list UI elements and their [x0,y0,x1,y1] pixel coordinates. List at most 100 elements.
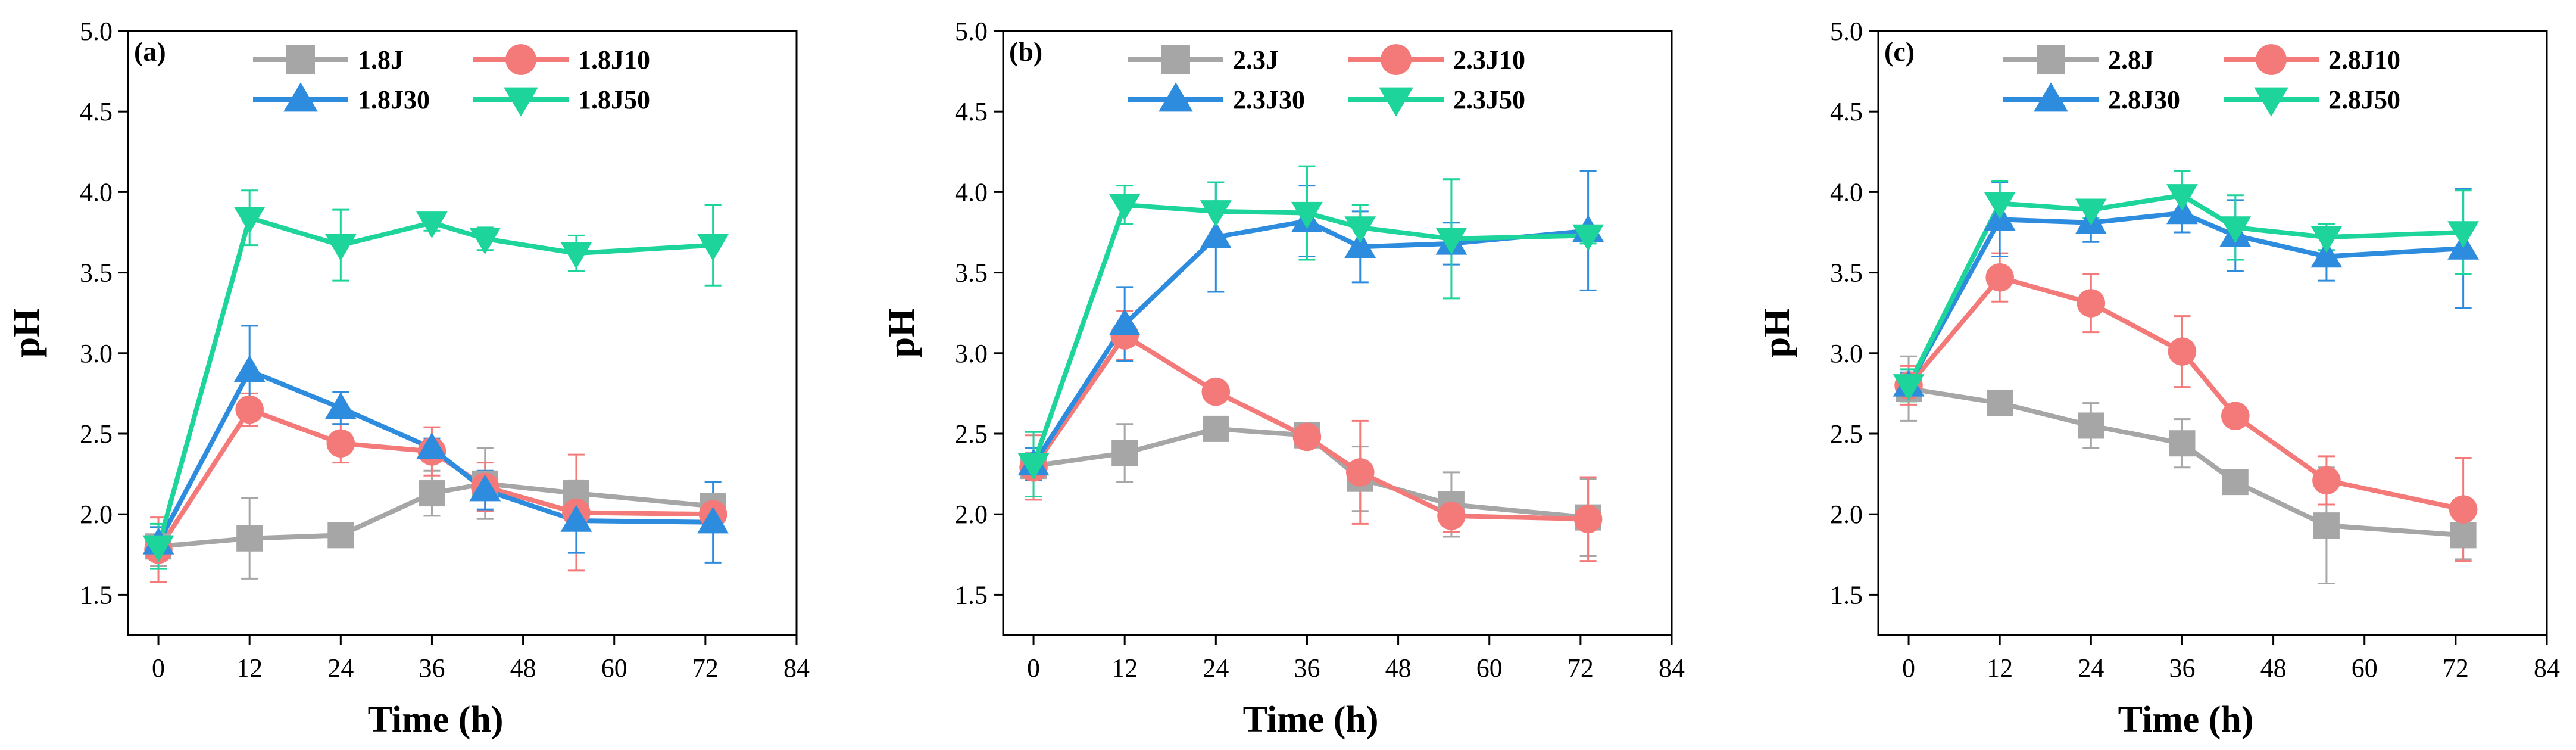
legend-marker [2254,87,2288,117]
y-tick-label: 3.5 [1830,259,1863,288]
y-tick-label: 3.5 [80,259,113,288]
x-tick-label: 24 [1203,653,1229,683]
legend-label: 2.3J10 [1453,45,1525,74]
legend-label: 2.8J50 [2328,85,2400,114]
data-point [2310,226,2343,253]
x-tick-label: 12 [236,653,263,683]
y-axis-title: pH [1757,309,1797,358]
data-point [2222,469,2249,496]
data-point [1200,221,1232,248]
x-tick-label: 72 [692,653,719,683]
data-point [1200,200,1232,228]
y-tick-label: 2.5 [1830,419,1863,449]
panel-label: (a) [134,36,166,67]
panel-c: pH Time (h) (c) 0 12 24 36 48 60 72 84 1… [1757,17,2560,740]
data-point [697,506,729,534]
data-point [416,432,448,460]
data-point [233,206,266,234]
legend-marker [505,44,536,75]
y-tick-label: 5.0 [955,17,988,46]
legend-marker [2037,45,2065,74]
legend-label: 2.3J [1233,45,1279,74]
data-point [1344,231,1376,259]
legend-label: 2.3J30 [1233,85,1305,114]
y-tick-label: 2.5 [955,419,988,449]
data-point [560,242,592,269]
x-tick-label: 24 [327,653,354,683]
y-tick-label: 3.5 [955,259,988,288]
y-tick-label: 2.5 [80,419,113,449]
data-point [419,480,445,507]
legend-marker [504,87,538,117]
data-point [1292,422,1322,452]
panel-a: pH Time (h) (a) 0 12 24 36 48 60 72 84 1… [7,17,810,740]
data-point [1435,228,1467,255]
plot-frame [1002,30,1673,636]
x-tick-label: 72 [2443,653,2469,683]
x-tick-label: 0 [1027,653,1040,683]
data-point [1203,415,1229,442]
x-tick-label: 60 [601,653,627,683]
data-point [416,211,448,239]
x-axis-title: Time (h) [2118,699,2254,740]
y-tick-label: 3.0 [1830,339,1863,368]
data-point [1111,440,1138,466]
data-point [469,474,501,502]
legend-marker [283,82,318,112]
x-tick-label: 84 [2534,653,2560,683]
data-point [326,429,355,458]
panel-label: (c) [1884,36,1915,67]
legend-label: 1.8J30 [358,85,430,114]
legend: 2.8J 2.8J10 2.8J30 2.8J50 [2003,44,2400,117]
y-tick-label: 3.0 [80,339,113,368]
y-tick-label: 2.0 [1830,500,1863,529]
data-point [1109,194,1141,221]
data-point [1573,505,1603,534]
data-point [2310,241,2343,268]
x-axis-title: Time (h) [1243,699,1379,740]
data-point [1017,453,1050,480]
legend-label: 1.8J50 [578,85,650,114]
data-point [327,522,354,549]
legend-label: 1.8J10 [578,45,650,74]
legend-marker [1159,82,1193,112]
legend-marker [1379,87,1413,117]
y-axis-title: pH [7,309,47,358]
legend-marker [286,45,315,74]
data-point [2077,289,2106,318]
panel-b: pH Time (h) (b) 0 12 24 36 48 60 72 84 1… [882,17,1685,740]
x-tick-label: 24 [2078,653,2104,683]
y-tick-label: 1.5 [1830,580,1863,609]
x-tick-label: 12 [1987,653,2013,683]
legend-label: 2.8J10 [2328,45,2400,74]
data-point [1985,263,2014,292]
legend-label: 2.8J30 [2108,85,2180,114]
legend-marker [1161,45,1190,74]
y-tick-label: 5.0 [80,17,113,46]
data-point [236,525,263,552]
y-axis-ticks: 1.5 2.0 2.5 3.0 3.5 4.0 4.5 5.0 [80,17,113,609]
data-point [2168,337,2197,366]
data-point [324,234,357,262]
x-tick-label: 36 [2169,653,2195,683]
y-tick-label: 4.5 [80,97,113,126]
legend-marker [2256,44,2287,75]
y-tick-label: 4.0 [955,178,988,207]
x-tick-label: 84 [783,653,810,683]
data-point [2312,466,2341,495]
legend-label: 2.8J [2108,45,2154,74]
data-point [2313,512,2340,539]
data-point [142,535,174,562]
data-point [2219,216,2252,244]
data-point [1987,390,2013,416]
data-point [2450,522,2477,549]
data-point [324,392,357,419]
data-point [2078,412,2104,439]
x-tick-label: 72 [1568,653,1594,683]
data-point [2075,198,2107,226]
y-tick-label: 4.5 [1830,97,1863,126]
data-point [235,395,264,424]
x-tick-label: 60 [1476,653,1503,683]
data-point [233,355,266,382]
